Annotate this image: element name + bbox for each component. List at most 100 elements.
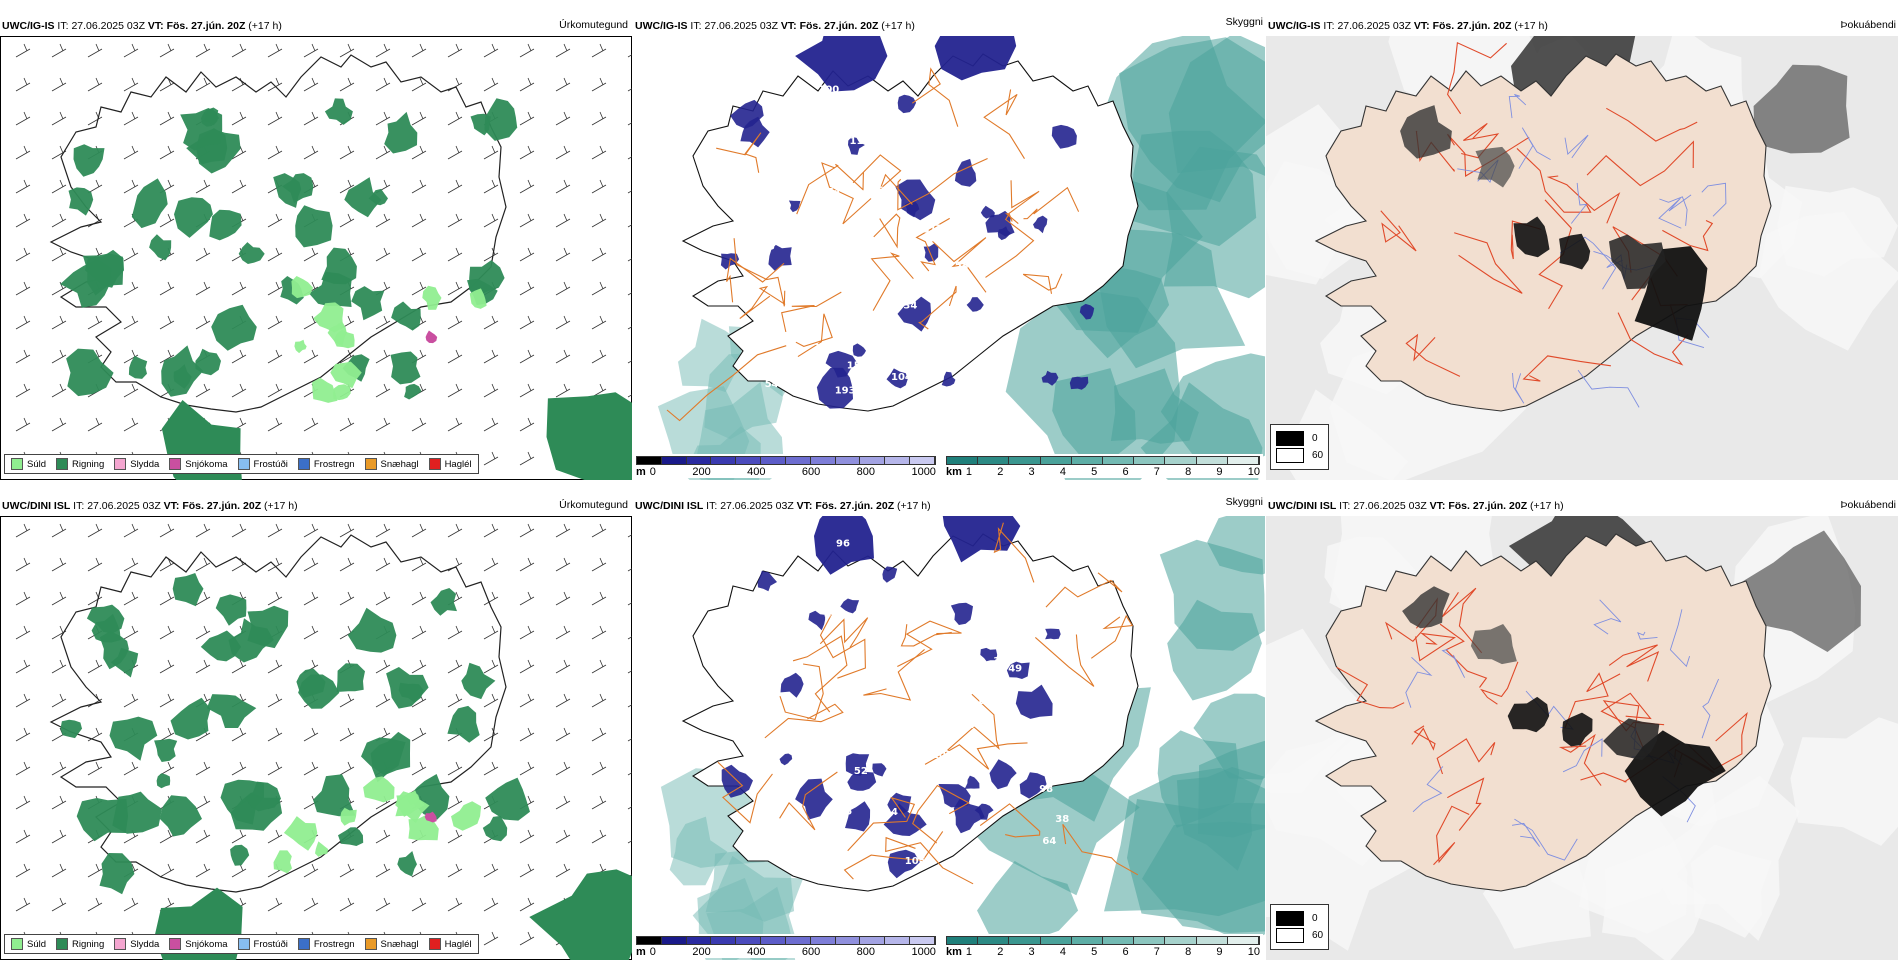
ceiling-colorbar: m 0 200 400 600 800 1000 xyxy=(633,454,939,478)
panel-header: UWC/DINI ISL IT: 27.06.2025 03Z VT: Fös.… xyxy=(2,500,298,512)
visibility-value-label: 79 xyxy=(877,201,891,212)
precip-legend-item: Frostúði xyxy=(237,458,288,470)
colorbar-tick: 200 xyxy=(692,946,711,958)
colorbar-tick: 9 xyxy=(1216,466,1223,478)
colorbar-bin xyxy=(1165,937,1197,944)
visibility-value-label: 69 xyxy=(791,624,805,635)
precip-type-panel-row2: UWC/DINI ISL IT: 27.06.2025 03Z VT: Fös.… xyxy=(0,494,632,960)
colorbar-bin xyxy=(637,937,662,944)
colorbar-tick: 3 xyxy=(1028,466,1035,478)
legend-swatch xyxy=(237,458,250,470)
legend-label: Rigning xyxy=(72,938,105,950)
legend-swatch xyxy=(428,458,441,470)
colorbar-bin xyxy=(947,937,979,944)
visibility-value-label: 55 xyxy=(877,186,891,197)
visibility-value-label: 104 xyxy=(891,372,912,383)
colorbar-bin xyxy=(835,457,861,464)
fog-panel-row1: UWC/IG-IS IT: 27.06.2025 03Z VT: Fös. 27… xyxy=(1266,14,1898,480)
colorbar-bin xyxy=(686,937,712,944)
legend-label: Frostúði xyxy=(253,458,288,470)
panel-header: UWC/IG-IS IT: 27.06.2025 03Z VT: Fös. 27… xyxy=(2,20,282,32)
legend-swatch xyxy=(1276,448,1304,463)
colorbar-bin xyxy=(661,457,687,464)
visibility-value-label: 35 xyxy=(834,279,848,290)
colorbar-bin xyxy=(978,937,1010,944)
colorbar-bin xyxy=(761,937,786,944)
visibility-value-label: 112 xyxy=(850,136,871,147)
colorbar-bin xyxy=(711,937,737,944)
precip-legend-item: Snæhagl xyxy=(364,458,419,470)
legend-label: Haglél xyxy=(444,938,472,950)
visibility-colorbar: km 1 2 3 4 5 6 7 8 9 10 xyxy=(943,934,1263,958)
precip-legend-item: Rigning xyxy=(56,458,104,470)
precip-legend-item: Súld xyxy=(11,458,46,470)
roads xyxy=(717,522,1139,885)
visibility-value-label: 193 xyxy=(835,385,856,396)
colorbar-bin xyxy=(761,457,786,464)
colorbar-bin xyxy=(885,937,911,944)
legend-label: Snæhagl xyxy=(380,458,419,470)
panel-header: UWC/DINI ISL IT: 27.06.2025 03Z VT: Fös.… xyxy=(635,500,931,512)
visibility-value-label: 38 xyxy=(767,662,781,673)
colorbar-bin xyxy=(1227,457,1260,464)
legend-label: Súld xyxy=(27,938,47,950)
colorbar-bin xyxy=(835,937,861,944)
colorbar-tick: 800 xyxy=(856,466,876,478)
legend-swatch xyxy=(169,458,182,470)
panel-header: UWC/IG-IS IT: 27.06.2025 03Z VT: Fös. 27… xyxy=(1268,20,1548,32)
legend-label: Snjókoma xyxy=(185,458,228,470)
colorbar-bin xyxy=(637,457,662,464)
colorbar-tick: 5 xyxy=(1091,466,1098,478)
precip-legend-item: Súld xyxy=(11,938,46,950)
visibility-value-label: 00 xyxy=(1079,638,1093,649)
visibility-value-label: 126 xyxy=(808,725,829,736)
fog-legend: 0 60 xyxy=(1270,904,1330,950)
visibility-value-label: 116 xyxy=(1092,143,1113,154)
visibility-value-label: 183 xyxy=(834,301,855,312)
precip-legend-item: Slydda xyxy=(114,458,159,470)
legend-label: Frostúði xyxy=(253,938,288,950)
colorbar-tick: 2 xyxy=(997,946,1004,958)
legend-label: 0 xyxy=(1312,913,1318,924)
precip-legend-item: Haglél xyxy=(428,938,472,950)
visibility-map-graphic: 1269298107111941075891249226917517001059… xyxy=(633,516,1265,960)
visibility-value-label: 54 xyxy=(765,379,779,390)
precip-legend-item: Frostregn xyxy=(297,938,355,950)
roads xyxy=(666,67,1080,422)
visibility-value-label: 44 xyxy=(831,230,845,241)
visibility-value-label: 87 xyxy=(914,285,928,296)
visibility-value-label: 48 xyxy=(906,771,920,782)
panel-title: Skyggni xyxy=(1225,16,1263,28)
visibility-value-label: 86 xyxy=(852,98,866,109)
colorbar-bin xyxy=(736,937,762,944)
colorbar-tick: 200 xyxy=(692,466,711,478)
colorbar-bin xyxy=(1227,937,1260,944)
legend-swatch xyxy=(1276,911,1304,926)
visibility-value-label: 46 xyxy=(873,105,887,116)
visibility-panel-row2: UWC/DINI ISL IT: 27.06.2025 03Z VT: Fös.… xyxy=(633,494,1265,960)
precip-type-panel-row1: UWC/IG-IS IT: 27.06.2025 03Z VT: Fös. 27… xyxy=(0,14,632,480)
visibility-panel-row1: UWC/IG-IS IT: 27.06.2025 03Z VT: Fös. 27… xyxy=(633,14,1265,480)
visibility-value-label: 56 xyxy=(909,337,923,348)
colorbar-tick: 600 xyxy=(801,466,821,478)
precip-legend-item: Slydda xyxy=(114,938,159,950)
visibility-value-label: 107 xyxy=(788,699,809,710)
legend-label: Frostregn xyxy=(313,458,355,470)
precip-map xyxy=(0,36,632,480)
legend-swatch xyxy=(364,458,377,470)
colorbar-tick: 1 xyxy=(965,946,973,958)
panel-title: Þokuábendi xyxy=(1840,499,1896,511)
legend-label: 60 xyxy=(1312,930,1324,941)
visibility-colorbar: km 1 2 3 4 5 6 7 8 9 10 xyxy=(943,454,1263,478)
legend-label: Frostregn xyxy=(313,938,355,950)
visibility-value-label: 22 xyxy=(989,632,1003,643)
precip-legend: Súld Rigning Slydda Snjókoma Frostúði Frostre… xyxy=(4,454,479,474)
fog-map xyxy=(1266,516,1898,960)
legend-label: Súld xyxy=(27,458,47,470)
colorbar-bin xyxy=(785,937,811,944)
precip-map xyxy=(0,516,632,960)
precip-map-graphic xyxy=(15,43,632,480)
legend-swatch xyxy=(237,938,250,950)
visibility-value-label: 76 xyxy=(863,189,877,200)
visibility-value-label: 94 xyxy=(961,720,975,731)
